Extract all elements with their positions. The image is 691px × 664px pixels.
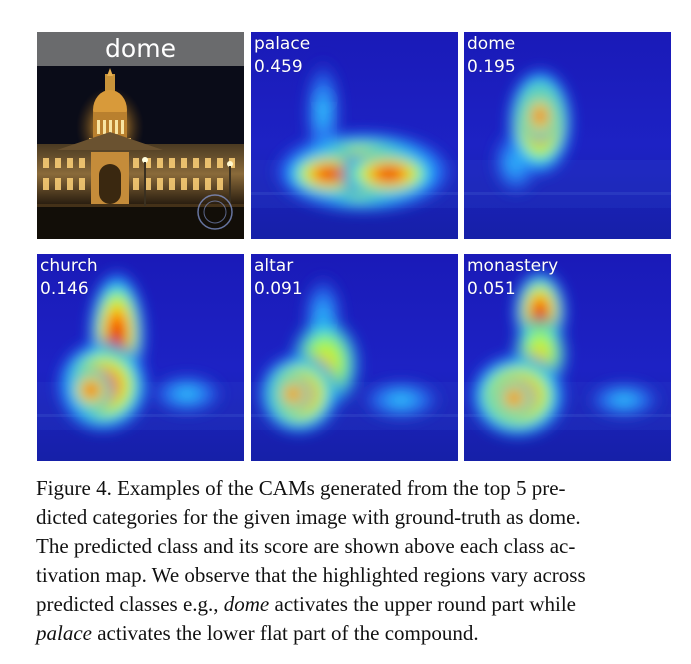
caption-text: predicted classes e.g., (36, 592, 224, 616)
cam-class-label: dome (467, 34, 516, 54)
input-label-band (37, 32, 244, 66)
caption-line: palace activates the lower flat part of … (36, 619, 673, 648)
cam-panel-church: church 0.146 (37, 254, 244, 461)
caption-line: tivation map. We observe that the highli… (36, 563, 586, 587)
caption-line: dicted categories for the given image wi… (36, 505, 581, 529)
cam-class-label: palace (254, 34, 311, 54)
caption-emphasis-palace: palace (36, 621, 92, 645)
cam-score-label: 0.459 (254, 57, 303, 77)
cam-heatmap-altar (251, 254, 458, 461)
caption-line: Figure 4. Examples of the CAMs generated… (36, 476, 566, 500)
cam-panel-monastery: monastery 0.051 (464, 254, 671, 461)
caption-line: predicted classes e.g., dome activates t… (36, 590, 673, 619)
cam-class-label: church (40, 256, 98, 276)
caption-text: activates the lower flat part of the com… (91, 621, 479, 645)
cam-heatmap-church (37, 254, 244, 461)
cam-score-label: 0.091 (254, 279, 303, 299)
cam-score-label: 0.146 (40, 279, 89, 299)
figure-caption: Figure 4. Examples of the CAMs generated… (36, 474, 673, 648)
cam-panel-dome: dome 0.195 (464, 32, 671, 239)
caption-line: The predicted class and its score are sh… (36, 534, 576, 558)
ground-truth-label: dome (105, 34, 176, 63)
input-photo (37, 32, 244, 239)
caption-text: activates the upper round part while (269, 592, 576, 616)
cam-panel-palace: palace 0.459 (251, 32, 458, 239)
cam-heatmap-monastery (464, 254, 671, 461)
cam-heatmap-dome (464, 32, 671, 239)
caption-emphasis-dome: dome (223, 592, 270, 616)
cam-class-label: altar (254, 256, 294, 276)
cam-panel-altar: altar 0.091 (251, 254, 458, 461)
cam-score-label: 0.195 (467, 57, 516, 77)
cam-score-label: 0.051 (467, 279, 516, 299)
cam-heatmap-palace (251, 32, 458, 239)
cam-class-label: monastery (467, 256, 559, 276)
input-image-panel: dome (37, 32, 244, 239)
